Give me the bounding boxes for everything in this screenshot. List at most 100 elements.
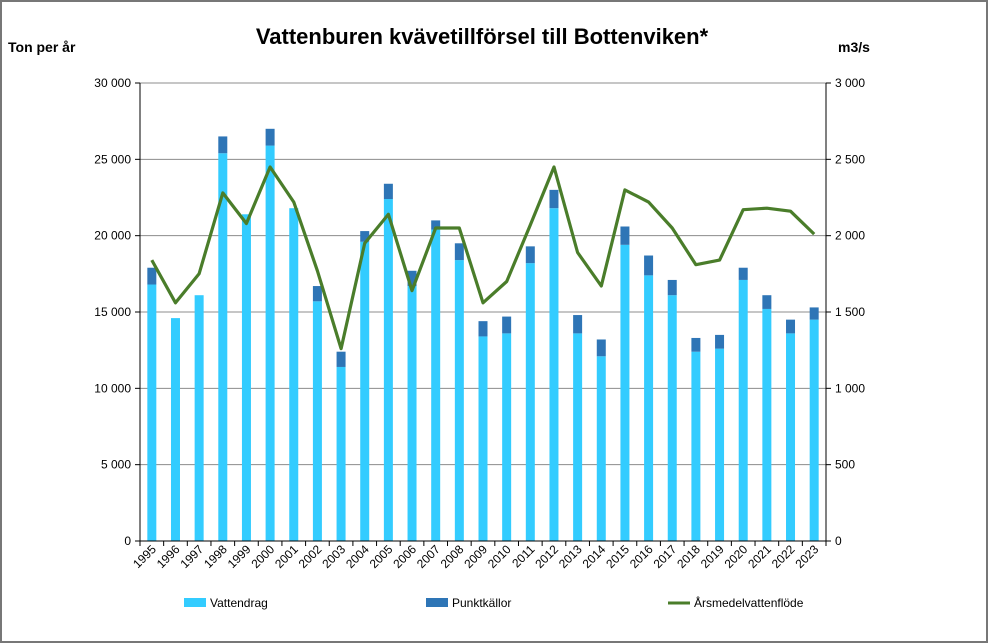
bar-punktkallor <box>691 337 701 352</box>
bar-punktkallor <box>383 183 393 200</box>
chart-title: Vattenburen kvävetillförsel till Bottenv… <box>256 24 709 49</box>
x-tick-label: 1997 <box>177 542 206 571</box>
x-tick-label: 2009 <box>461 542 490 571</box>
x-tick-label: 1998 <box>201 542 230 571</box>
bar-punktkallor <box>596 339 606 357</box>
bar-punktkallor <box>786 319 796 334</box>
bar-vattendrag <box>194 295 204 541</box>
x-tick-label: 2011 <box>509 542 537 570</box>
x-tick-label: 2013 <box>556 542 585 571</box>
left-tick-label: 20 000 <box>94 229 131 243</box>
bar-vattendrag <box>170 318 180 541</box>
bar-punktkallor <box>502 316 512 334</box>
bar-vattendrag <box>502 333 512 541</box>
right-tick-label: 0 <box>835 534 842 548</box>
bar-vattendrag <box>596 356 606 541</box>
left-axis-unit: Ton per år <box>8 39 76 55</box>
bar-vattendrag <box>360 241 370 542</box>
x-tick-label: 2002 <box>296 542 325 571</box>
bar-punktkallor <box>525 246 535 264</box>
bar-punktkallor <box>336 351 346 367</box>
bar-vattendrag <box>478 336 488 541</box>
x-tick-label: 2008 <box>438 542 467 571</box>
right-tick-label: 500 <box>835 458 855 472</box>
left-tick-label: 0 <box>124 534 131 548</box>
bar-punktkallor <box>644 255 654 276</box>
x-tick-label: 1999 <box>225 542 254 571</box>
bar-vattendrag <box>525 263 535 541</box>
x-tick-label: 2006 <box>390 542 419 571</box>
legend-label-punktkallor: Punktkällor <box>452 596 511 610</box>
bar-punktkallor <box>360 231 370 242</box>
bar-vattendrag <box>667 295 677 541</box>
bar-punktkallor <box>454 243 464 261</box>
bar-vattendrag <box>715 348 725 541</box>
right-tick-label: 3 000 <box>835 76 865 90</box>
x-tick-label: 2019 <box>698 542 727 571</box>
right-axis-ticks: 0 500 1 000 1 500 2 000 2 500 3 000 <box>826 76 865 548</box>
bar-vattendrag <box>573 333 583 541</box>
legend-label-vattendrag: Vattendrag <box>210 596 268 610</box>
x-tick-label: 1996 <box>154 542 183 571</box>
bar-vattendrag <box>265 145 275 542</box>
left-tick-label: 5 000 <box>101 458 131 472</box>
bar-vattendrag <box>786 333 796 541</box>
x-tick-label: 1995 <box>130 542 159 571</box>
bar-punktkallor <box>312 286 322 302</box>
x-tick-label: 2010 <box>485 542 514 571</box>
left-tick-label: 25 000 <box>94 152 131 166</box>
x-tick-label: 2022 <box>769 542 798 571</box>
bars <box>147 128 819 542</box>
left-axis-ticks: 0 5 000 10 000 15 000 20 000 25 000 30 000 <box>94 76 140 548</box>
bar-vattendrag <box>289 208 299 542</box>
bar-punktkallor <box>738 267 748 280</box>
legend-swatch-vattendrag <box>184 598 206 607</box>
x-tick-label: 2021 <box>745 542 774 571</box>
bar-vattendrag <box>407 286 417 541</box>
legend-label-flow: Årsmedelvattenflöde <box>694 595 804 610</box>
bar-vattendrag <box>620 244 630 541</box>
bar-vattendrag <box>454 260 464 541</box>
bar-vattendrag <box>241 214 251 541</box>
bar-vattendrag <box>383 199 393 541</box>
left-tick-label: 30 000 <box>94 76 131 90</box>
bar-vattendrag <box>644 275 654 541</box>
right-axis-unit: m3/s <box>838 39 870 55</box>
x-tick-label: 2017 <box>651 542 680 571</box>
x-tick-label: 2004 <box>343 542 372 571</box>
line-arsmedelvattenflode <box>150 165 816 351</box>
bar-punktkallor <box>573 315 583 334</box>
x-tick-label: 2005 <box>367 542 396 571</box>
x-tick-label: 2012 <box>532 542 561 571</box>
right-tick-label: 1 500 <box>835 305 865 319</box>
right-tick-label: 2 500 <box>835 152 865 166</box>
bar-punktkallor <box>431 220 441 230</box>
bar-punktkallor <box>809 307 819 320</box>
x-tick-label: 2015 <box>603 542 632 571</box>
x-tick-label: 2016 <box>627 542 656 571</box>
bar-punktkallor <box>715 334 725 349</box>
bar-vattendrag <box>809 319 819 541</box>
bar-vattendrag <box>336 366 346 541</box>
bar-punktkallor <box>620 226 630 245</box>
gridlines <box>140 82 826 466</box>
x-tick-label: 2000 <box>248 542 277 571</box>
flow-line <box>150 165 816 351</box>
bar-punktkallor <box>667 279 677 296</box>
x-tick-label: 2018 <box>674 542 703 571</box>
bar-punktkallor <box>147 267 157 285</box>
bar-vattendrag <box>218 153 228 541</box>
left-tick-label: 10 000 <box>94 381 131 395</box>
x-tick-label: 2023 <box>793 542 822 571</box>
bar-punktkallor <box>407 270 417 287</box>
bar-punktkallor <box>265 128 275 146</box>
left-tick-label: 15 000 <box>94 305 131 319</box>
bar-punktkallor <box>478 321 488 337</box>
x-tick-label: 2014 <box>580 542 609 571</box>
bar-vattendrag <box>762 308 772 541</box>
bar-vattendrag <box>691 351 701 541</box>
x-axis-ticks: 1995199619971998199920002001200220032004… <box>130 541 827 571</box>
right-tick-label: 2 000 <box>835 229 865 243</box>
